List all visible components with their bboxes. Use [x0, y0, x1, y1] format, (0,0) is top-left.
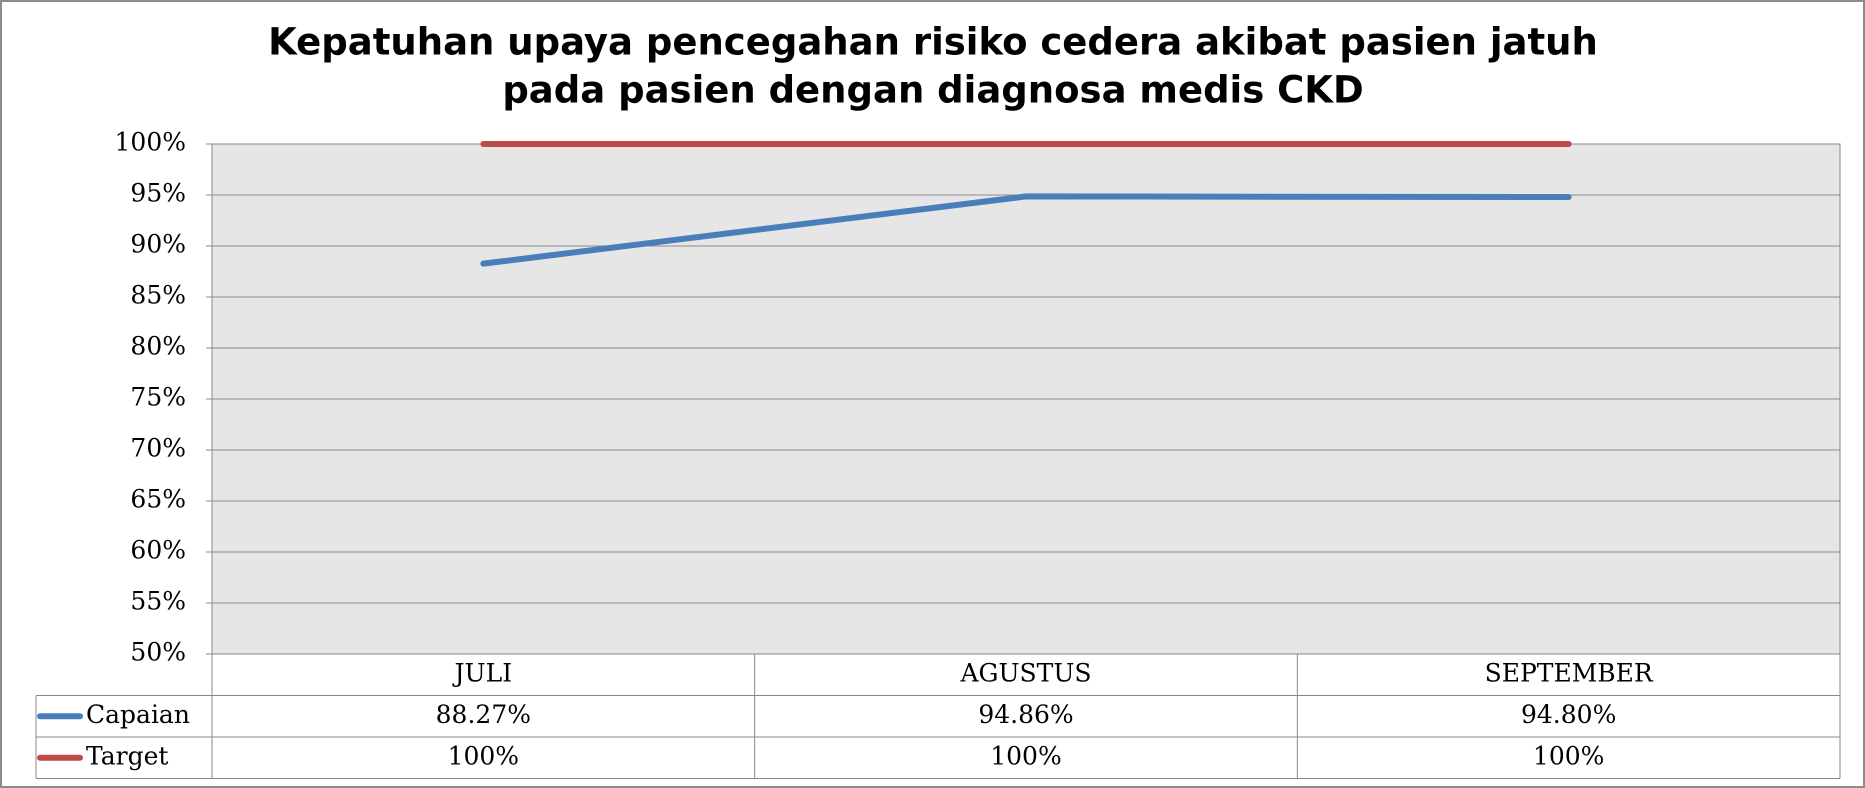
chart-title: pada pasien dengan diagnosa medis CKD [502, 69, 1363, 112]
y-tick-label: 90% [130, 230, 186, 259]
y-tick-label: 50% [130, 638, 186, 667]
table-value: 100% [990, 741, 1061, 770]
y-tick-label: 55% [130, 587, 186, 616]
y-tick-label: 80% [130, 332, 186, 361]
legend-label: Target [86, 741, 168, 770]
y-tick-label: 95% [130, 179, 186, 208]
legend-label: Capaian [86, 700, 190, 729]
y-tick-label: 85% [130, 281, 186, 310]
table-value: 100% [1533, 741, 1604, 770]
y-tick-label: 60% [130, 536, 186, 565]
chart-title: Kepatuhan upaya pencegahan risiko cedera… [268, 21, 1598, 64]
table-value: 88.27% [436, 700, 531, 729]
y-tick-label: 65% [130, 485, 186, 514]
x-tick-label: JULI [452, 658, 513, 687]
y-tick-label: 100% [115, 128, 186, 157]
x-tick-label: AGUSTUS [959, 658, 1091, 687]
table-value: 100% [448, 741, 519, 770]
y-tick-label: 75% [130, 383, 186, 412]
x-tick-label: SEPTEMBER [1485, 658, 1654, 687]
series-line [480, 193, 1572, 267]
table-value: 94.86% [978, 700, 1073, 729]
y-tick-label: 70% [130, 434, 186, 463]
table-value: 94.80% [1521, 700, 1616, 729]
